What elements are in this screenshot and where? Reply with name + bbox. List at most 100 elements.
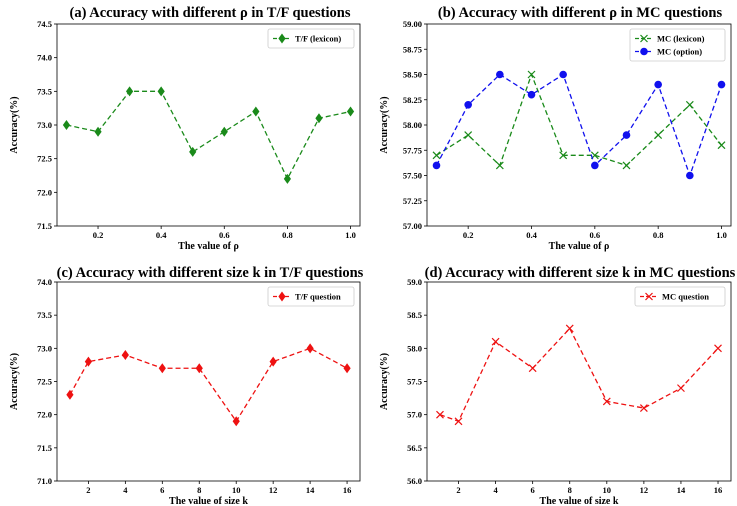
series-2 xyxy=(432,70,726,180)
data-point xyxy=(436,410,444,419)
data-point xyxy=(66,389,74,400)
legend-label: T/F (lexicon) xyxy=(295,34,341,44)
y-tick-label: 73.0 xyxy=(37,343,52,353)
legend-label: MC question xyxy=(662,292,709,302)
data-point xyxy=(602,397,611,406)
legend-marker xyxy=(278,33,286,44)
data-point xyxy=(346,106,355,117)
chart-panel-2: (b) Accuracy with different ρ in MC ques… xyxy=(379,5,732,252)
y-tick-label: 74.5 xyxy=(37,19,52,29)
x-tick-label: 1.0 xyxy=(716,230,727,240)
data-point xyxy=(158,363,166,374)
legend: MC (lexicon) MC (option) xyxy=(629,28,726,62)
y-tick-label: 73.5 xyxy=(37,310,52,320)
chart-title: (d) Accuracy with different size k in MC… xyxy=(425,265,736,281)
x-tick-label: 4 xyxy=(493,485,498,495)
y-tick-label: 72.0 xyxy=(37,187,52,197)
data-point xyxy=(84,356,93,367)
y-tick-label: 59.00 xyxy=(403,19,422,29)
y-tick-label: 57.5 xyxy=(407,377,422,387)
chart-title: (c) Accuracy with different size k in T/… xyxy=(57,265,364,281)
series-line xyxy=(436,72,723,167)
x-tick-label: 8 xyxy=(197,485,201,495)
x-tick-label: 1.0 xyxy=(345,230,356,240)
legend-box xyxy=(267,286,355,307)
data-point xyxy=(62,120,71,130)
y-tick-label: 74.0 xyxy=(37,53,52,63)
data-point xyxy=(125,86,134,97)
data-point xyxy=(220,126,228,137)
data-point xyxy=(527,90,536,99)
x-tick-label: 10 xyxy=(232,485,241,495)
data-point xyxy=(559,151,568,160)
data-point xyxy=(717,141,726,150)
y-tick-label: 57.25 xyxy=(403,196,422,206)
data-point xyxy=(232,416,240,427)
x-tick-label: 0.2 xyxy=(93,230,104,240)
y-tick-label: 58.5 xyxy=(407,310,422,320)
x-axis-label: The value of ρ xyxy=(549,241,610,252)
data-point xyxy=(639,404,648,412)
x-axis-label: The value of size k xyxy=(169,496,248,506)
plot-frame xyxy=(56,281,361,482)
legend-label: MC (option) xyxy=(657,47,702,57)
x-tick-label: 2 xyxy=(456,485,460,495)
legend-item: MC (option) xyxy=(635,47,702,57)
legend-box xyxy=(267,28,355,49)
data-point xyxy=(714,344,722,353)
legend-item: MC question xyxy=(640,292,709,302)
data-point xyxy=(559,70,567,79)
legend-item: MC (lexicon) xyxy=(635,34,705,44)
y-tick-label: 72.5 xyxy=(37,154,52,164)
x-tick-label: 0.6 xyxy=(219,230,230,240)
series-1 xyxy=(62,86,355,184)
y-tick-label: 57.0 xyxy=(407,410,422,420)
x-tick-label: 2 xyxy=(86,485,90,495)
y-tick-label: 57.50 xyxy=(403,171,422,181)
data-point xyxy=(654,131,663,140)
series-line xyxy=(435,73,723,178)
x-tick-label: 8 xyxy=(568,485,572,495)
x-axis-label: The value of ρ xyxy=(178,241,239,252)
data-point xyxy=(464,101,472,109)
y-tick-label: 58.0 xyxy=(407,343,422,353)
data-point xyxy=(496,70,504,79)
y-tick-label: 71.0 xyxy=(37,476,52,486)
legend-label: T/F question xyxy=(295,292,341,302)
data-point xyxy=(252,106,260,117)
legend-marker xyxy=(640,47,648,56)
x-tick-label: 12 xyxy=(640,485,649,495)
x-tick-label: 0.4 xyxy=(526,230,537,240)
chart-title: (b) Accuracy with different ρ in MC ques… xyxy=(438,5,723,21)
y-tick-label: 58.75 xyxy=(403,44,422,54)
data-point xyxy=(306,343,314,354)
data-point xyxy=(121,349,129,360)
legend-box xyxy=(629,28,726,62)
data-point xyxy=(464,131,473,140)
series-1 xyxy=(432,70,726,170)
x-tick-label: 16 xyxy=(714,485,723,495)
y-axis-label: Accuracy(%) xyxy=(379,353,390,410)
series-1 xyxy=(66,343,351,427)
y-axis-label: Accuracy(%) xyxy=(9,353,20,410)
y-tick-label: 71.5 xyxy=(37,221,52,231)
data-point xyxy=(432,151,441,160)
y-tick-label: 73.0 xyxy=(37,120,52,130)
series-line xyxy=(69,347,348,423)
y-tick-label: 74.0 xyxy=(37,277,52,287)
data-point xyxy=(654,80,662,89)
y-tick-label: 57.00 xyxy=(403,221,422,231)
y-tick-label: 57.75 xyxy=(403,145,422,155)
legend-box xyxy=(634,286,726,307)
data-point xyxy=(432,161,441,170)
x-tick-label: 6 xyxy=(531,485,535,495)
y-tick-label: 58.25 xyxy=(403,95,422,105)
legend: MC question xyxy=(634,286,726,307)
y-tick-label: 56.5 xyxy=(407,443,422,453)
x-tick-label: 0.4 xyxy=(156,230,167,240)
data-point xyxy=(491,337,500,346)
legend: T/F (lexicon) xyxy=(267,28,355,49)
data-point xyxy=(528,364,537,373)
y-axis-label: Accuracy(%) xyxy=(9,96,20,153)
plot-frame xyxy=(56,23,361,227)
